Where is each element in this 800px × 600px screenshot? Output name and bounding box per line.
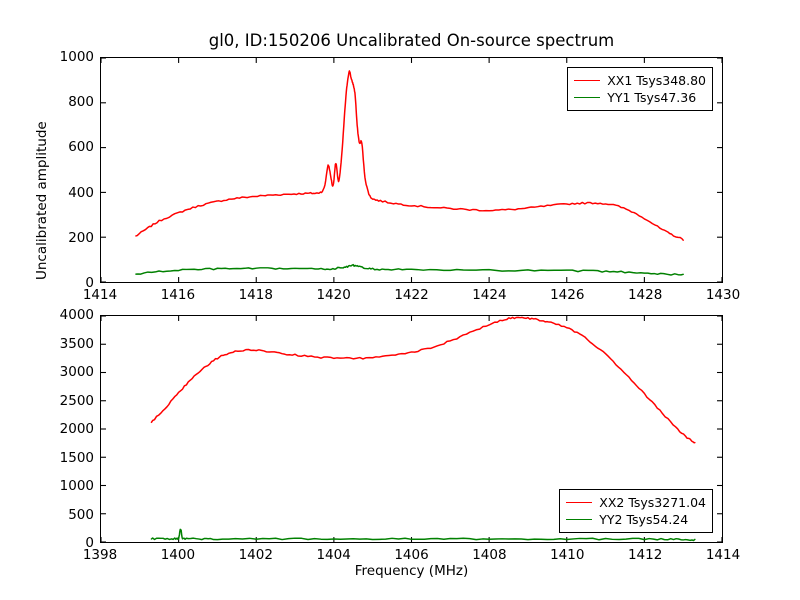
x-tick-label: 1428 bbox=[627, 287, 663, 303]
x-tick-label: 1420 bbox=[316, 287, 351, 303]
x-tick-label: 1404 bbox=[316, 547, 351, 563]
legend-item: YY2 Tsys54.24 bbox=[566, 511, 706, 528]
x-tick-label: 1402 bbox=[238, 547, 273, 563]
y-tick-label: 1000 bbox=[59, 49, 94, 65]
y-tick-label: 0 bbox=[85, 275, 94, 291]
y-tick-label: 3500 bbox=[59, 335, 94, 352]
y-tick-label: 500 bbox=[68, 506, 94, 523]
legend-swatch-xx2 bbox=[566, 502, 593, 503]
y-tick-label: 4000 bbox=[59, 307, 94, 323]
series-line bbox=[150, 316, 696, 444]
legend-label-xx1: XX1 Tsys348.80 bbox=[607, 73, 706, 88]
page-title: gl0, ID:150206 Uncalibrated On-source sp… bbox=[208, 31, 615, 50]
x-tick-label: 1414 bbox=[82, 287, 118, 303]
bottom-panel-legend: XX2 Tsys3271.04 YY2 Tsys54.24 bbox=[559, 489, 713, 533]
x-tick-label: 1408 bbox=[472, 547, 507, 563]
top-panel-plot-area bbox=[101, 58, 722, 282]
x-tick-label: 1414 bbox=[705, 547, 741, 563]
x-tick-label: 1410 bbox=[550, 547, 585, 563]
legend-label-yy2: YY2 Tsys54.24 bbox=[599, 512, 689, 527]
x-tick-label: 1398 bbox=[82, 547, 118, 563]
y-tick-label: 800 bbox=[68, 94, 94, 111]
legend-item: XX2 Tsys3271.04 bbox=[566, 494, 706, 511]
series-line bbox=[150, 528, 696, 542]
y-tick-label: 3000 bbox=[59, 364, 94, 380]
legend-item: XX1 Tsys348.80 bbox=[574, 72, 706, 89]
x-tick-label: 1426 bbox=[550, 287, 585, 303]
legend-swatch-yy1 bbox=[574, 97, 601, 98]
top-panel-legend: XX1 Tsys348.80 YY1 Tsys47.36 bbox=[567, 67, 713, 111]
y-tick-label: 200 bbox=[68, 229, 94, 246]
x-tick-label: 1416 bbox=[160, 287, 196, 303]
y-tick-label: 1500 bbox=[59, 449, 94, 466]
legend-label-xx2: XX2 Tsys3271.04 bbox=[599, 495, 706, 510]
series-line bbox=[135, 70, 684, 241]
y-tick-label: 1000 bbox=[59, 478, 94, 494]
x-tick-label: 1412 bbox=[627, 547, 663, 563]
x-tick-label: 1418 bbox=[238, 287, 273, 303]
legend-swatch-xx1 bbox=[574, 80, 601, 81]
y-tick-label: 400 bbox=[68, 184, 94, 201]
y-tick-label: 600 bbox=[68, 139, 94, 156]
bottom-panel-xlabel: Frequency (MHz) bbox=[354, 563, 469, 579]
legend-item: YY1 Tsys47.36 bbox=[574, 89, 706, 106]
y-tick-label: 0 bbox=[85, 535, 94, 551]
bottom-panel-plot-area bbox=[101, 316, 722, 542]
top-panel-axes: XX1 Tsys348.80 YY1 Tsys47.36 bbox=[100, 57, 723, 283]
x-tick-label: 1422 bbox=[394, 287, 429, 303]
legend-swatch-yy2 bbox=[566, 519, 593, 520]
x-tick-label: 1400 bbox=[160, 547, 196, 563]
y-tick-label: 2000 bbox=[59, 421, 94, 437]
x-tick-label: 1406 bbox=[394, 547, 429, 563]
series-line bbox=[135, 263, 684, 276]
x-tick-label: 1430 bbox=[705, 287, 741, 303]
bottom-panel-axes: XX2 Tsys3271.04 YY2 Tsys54.24 bbox=[100, 315, 723, 543]
legend-label-yy1: YY1 Tsys47.36 bbox=[607, 90, 697, 105]
y-tick-label: 2500 bbox=[59, 392, 94, 409]
x-tick-label: 1424 bbox=[472, 287, 507, 303]
